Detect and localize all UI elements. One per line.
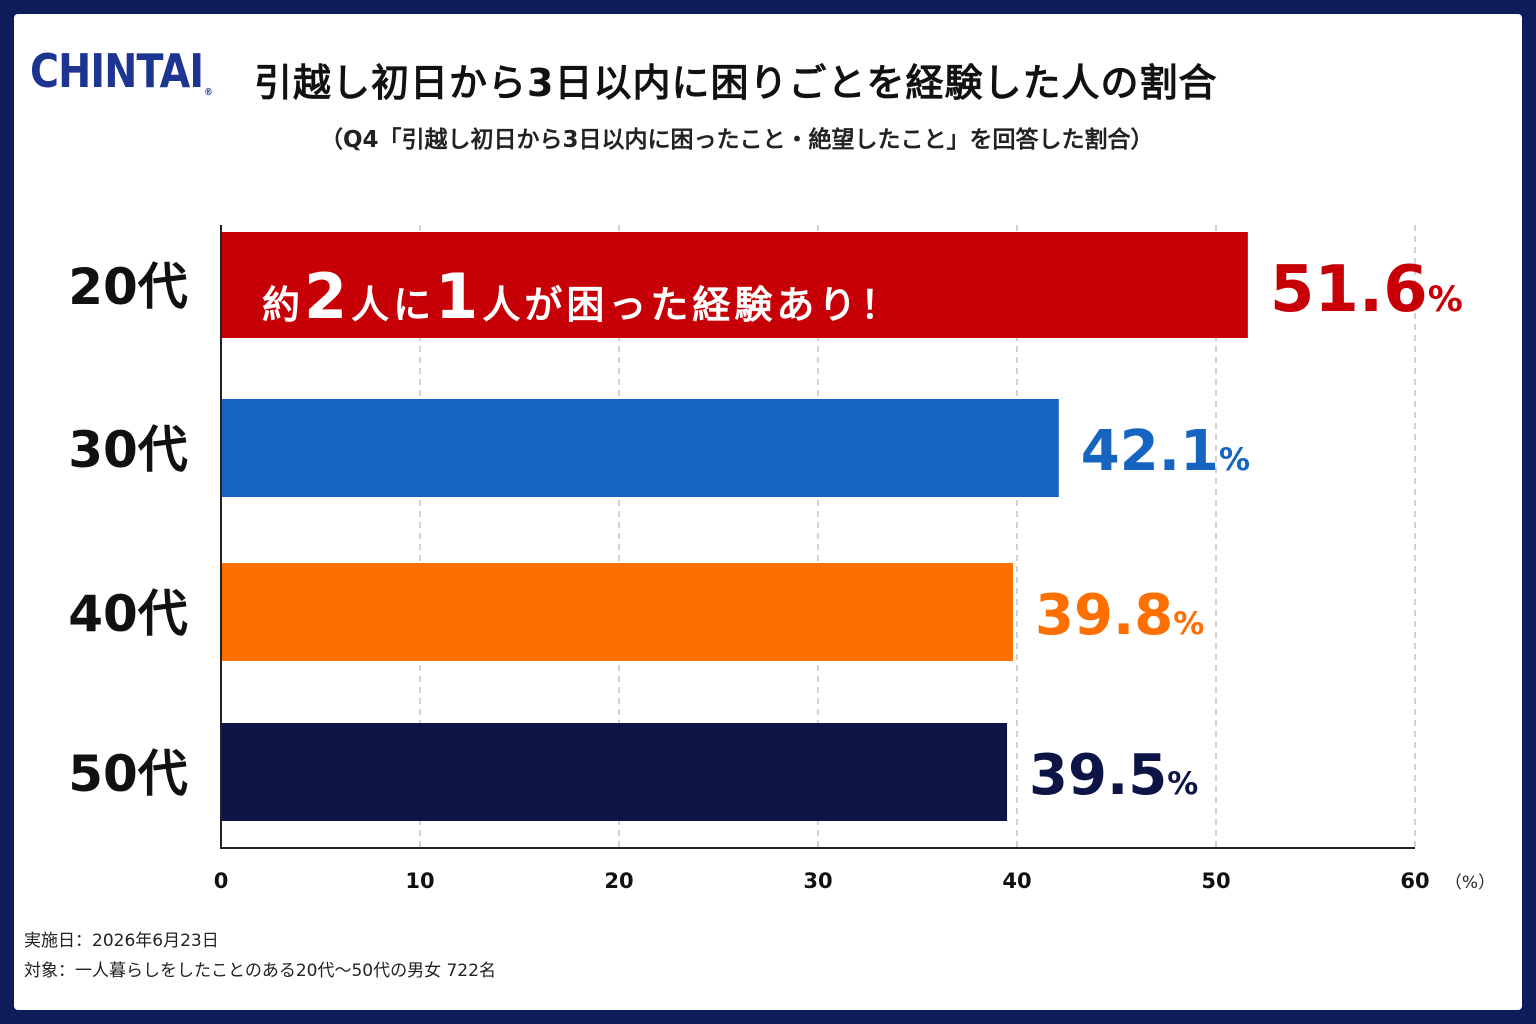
value-label: 39.8% <box>1035 583 1204 648</box>
x-tick-label: 10 <box>405 869 434 893</box>
value-label: 51.6% <box>1270 253 1463 327</box>
x-tick-label: 50 <box>1201 869 1230 893</box>
survey-target: 対象：一人暮らしをしたことのある20代〜50代の男女 722名 <box>24 961 496 981</box>
chart-title: 引越し初日から3日以内に困りごとを経験した人の割合 <box>254 61 1218 105</box>
category-label: 20代 <box>68 258 188 316</box>
chart-subtitle: （Q4「引越し初日から3日以内に困ったこと・絶望したこと」を回答した割合） <box>320 127 1154 153</box>
bar-40代 <box>221 563 1014 661</box>
bar-annotation: 約2人に1人が困った経験あり！ <box>262 260 902 333</box>
x-tick-label: 0 <box>214 869 229 893</box>
chintai-logo: CHINTAI® <box>30 44 213 98</box>
value-label: 42.1% <box>1081 419 1250 484</box>
bar-50代 <box>221 723 1008 821</box>
chart-card: CHINTAI® 引越し初日から3日以内に困りごとを経験した人の割合 （Q4「引… <box>14 14 1522 1010</box>
x-tick-label: 20 <box>604 869 633 893</box>
x-tick-label: 40 <box>1002 869 1031 893</box>
x-tick-label: 60 <box>1400 869 1429 893</box>
survey-date: 実施日：2026年6月23日 <box>24 931 219 951</box>
bar-20代 <box>221 232 1248 338</box>
category-label: 50代 <box>68 745 188 803</box>
x-axis-unit: （%） <box>1445 873 1495 893</box>
category-label: 40代 <box>68 585 188 643</box>
value-label: 39.5% <box>1029 743 1198 808</box>
category-label: 30代 <box>68 421 188 479</box>
bar-30代 <box>221 399 1059 497</box>
x-tick-label: 30 <box>803 869 832 893</box>
